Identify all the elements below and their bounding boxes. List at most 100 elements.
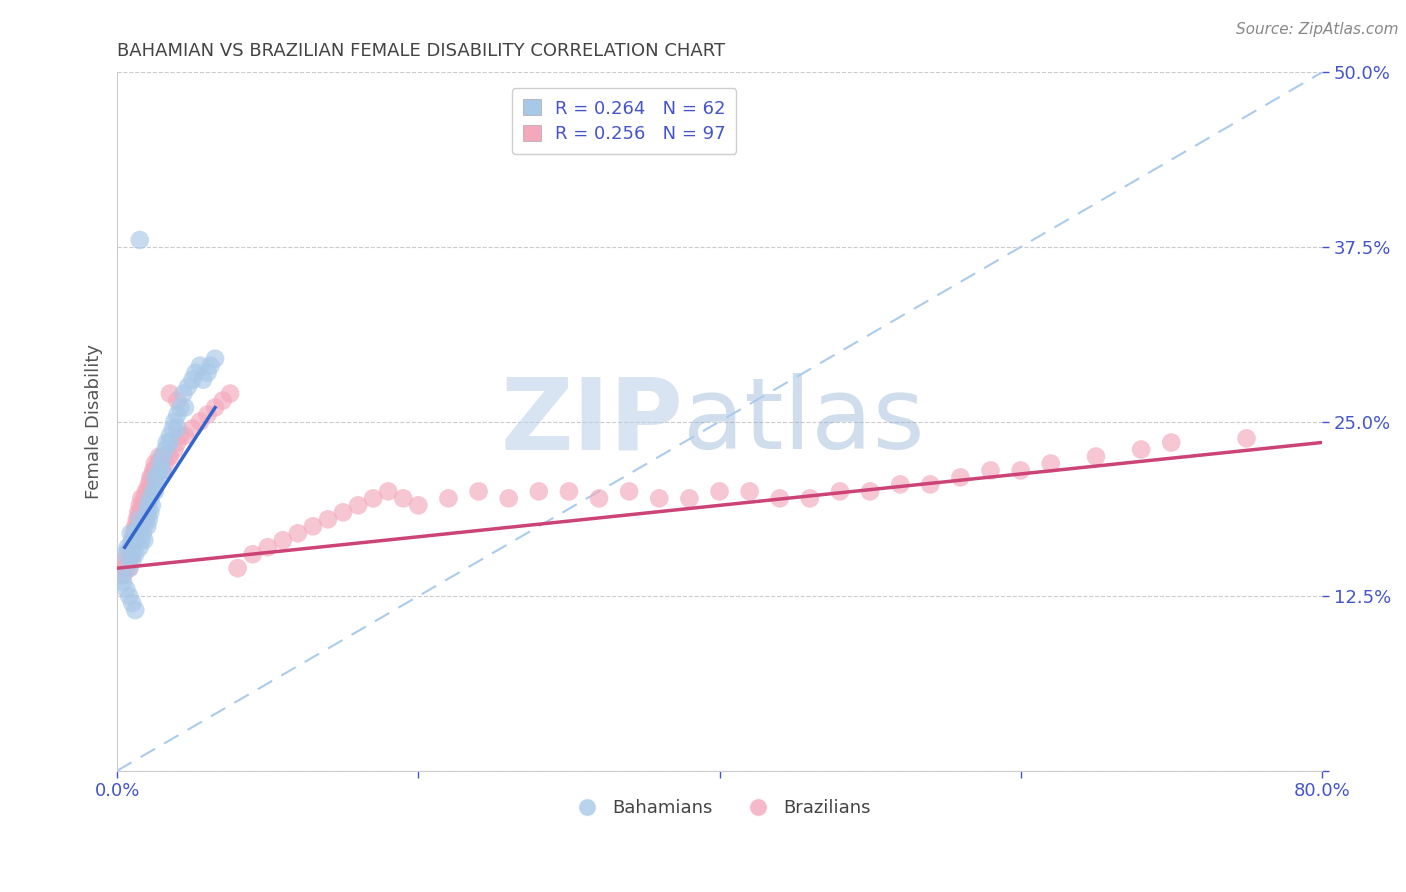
- Point: [122, 541, 145, 555]
- Point: [709, 484, 731, 499]
- Point: [132, 499, 155, 513]
- Point: [617, 484, 640, 499]
- Point: [163, 415, 186, 429]
- Point: [408, 499, 430, 513]
- Point: [118, 589, 141, 603]
- Point: [166, 408, 188, 422]
- Point: [124, 547, 146, 561]
- Point: [112, 568, 135, 582]
- Point: [200, 359, 222, 373]
- Point: [159, 435, 181, 450]
- Point: [155, 442, 177, 457]
- Point: [150, 450, 173, 464]
- Point: [114, 554, 136, 568]
- Point: [121, 554, 143, 568]
- Y-axis label: Female Disability: Female Disability: [86, 344, 103, 499]
- Point: [859, 484, 882, 499]
- Point: [211, 393, 233, 408]
- Point: [1010, 463, 1032, 477]
- Point: [302, 519, 325, 533]
- Point: [467, 484, 489, 499]
- Point: [121, 547, 143, 561]
- Point: [166, 393, 188, 408]
- Point: [121, 533, 143, 548]
- Point: [114, 547, 136, 561]
- Point: [132, 526, 155, 541]
- Point: [177, 379, 200, 393]
- Point: [115, 582, 138, 596]
- Point: [166, 421, 188, 435]
- Point: [181, 421, 204, 435]
- Point: [738, 484, 761, 499]
- Point: [125, 533, 148, 548]
- Point: [287, 526, 309, 541]
- Point: [204, 351, 226, 366]
- Point: [124, 526, 146, 541]
- Point: [112, 575, 135, 590]
- Point: [159, 428, 181, 442]
- Point: [166, 435, 188, 450]
- Point: [128, 499, 150, 513]
- Point: [122, 533, 145, 548]
- Point: [120, 526, 142, 541]
- Point: [128, 541, 150, 555]
- Point: [136, 505, 159, 519]
- Point: [172, 386, 194, 401]
- Point: [527, 484, 550, 499]
- Point: [437, 491, 460, 506]
- Point: [122, 526, 145, 541]
- Point: [121, 533, 143, 548]
- Point: [134, 491, 156, 506]
- Point: [143, 463, 166, 477]
- Point: [124, 603, 146, 617]
- Point: [146, 470, 169, 484]
- Point: [169, 401, 191, 415]
- Point: [120, 541, 142, 555]
- Point: [118, 561, 141, 575]
- Point: [1039, 457, 1062, 471]
- Point: [219, 386, 242, 401]
- Point: [191, 373, 214, 387]
- Point: [135, 484, 157, 499]
- Point: [134, 499, 156, 513]
- Point: [184, 366, 207, 380]
- Point: [188, 359, 211, 373]
- Point: [129, 533, 152, 548]
- Point: [163, 442, 186, 457]
- Point: [678, 491, 700, 506]
- Point: [226, 561, 249, 575]
- Point: [392, 491, 415, 506]
- Point: [139, 505, 162, 519]
- Point: [127, 512, 149, 526]
- Point: [129, 512, 152, 526]
- Point: [204, 401, 226, 415]
- Point: [150, 450, 173, 464]
- Point: [121, 596, 143, 610]
- Point: [111, 561, 134, 575]
- Point: [156, 435, 179, 450]
- Point: [169, 428, 191, 442]
- Point: [588, 491, 610, 506]
- Point: [141, 499, 163, 513]
- Point: [769, 491, 792, 506]
- Point: [558, 484, 581, 499]
- Point: [136, 499, 159, 513]
- Point: [188, 415, 211, 429]
- Point: [159, 386, 181, 401]
- Point: [148, 463, 170, 477]
- Point: [128, 519, 150, 533]
- Point: [128, 512, 150, 526]
- Point: [124, 526, 146, 541]
- Point: [949, 470, 972, 484]
- Point: [174, 428, 197, 442]
- Point: [149, 457, 172, 471]
- Point: [139, 477, 162, 491]
- Point: [143, 484, 166, 499]
- Point: [347, 499, 370, 513]
- Point: [121, 541, 143, 555]
- Point: [117, 541, 139, 555]
- Text: Source: ZipAtlas.com: Source: ZipAtlas.com: [1236, 22, 1399, 37]
- Point: [129, 491, 152, 506]
- Point: [799, 491, 821, 506]
- Point: [648, 491, 671, 506]
